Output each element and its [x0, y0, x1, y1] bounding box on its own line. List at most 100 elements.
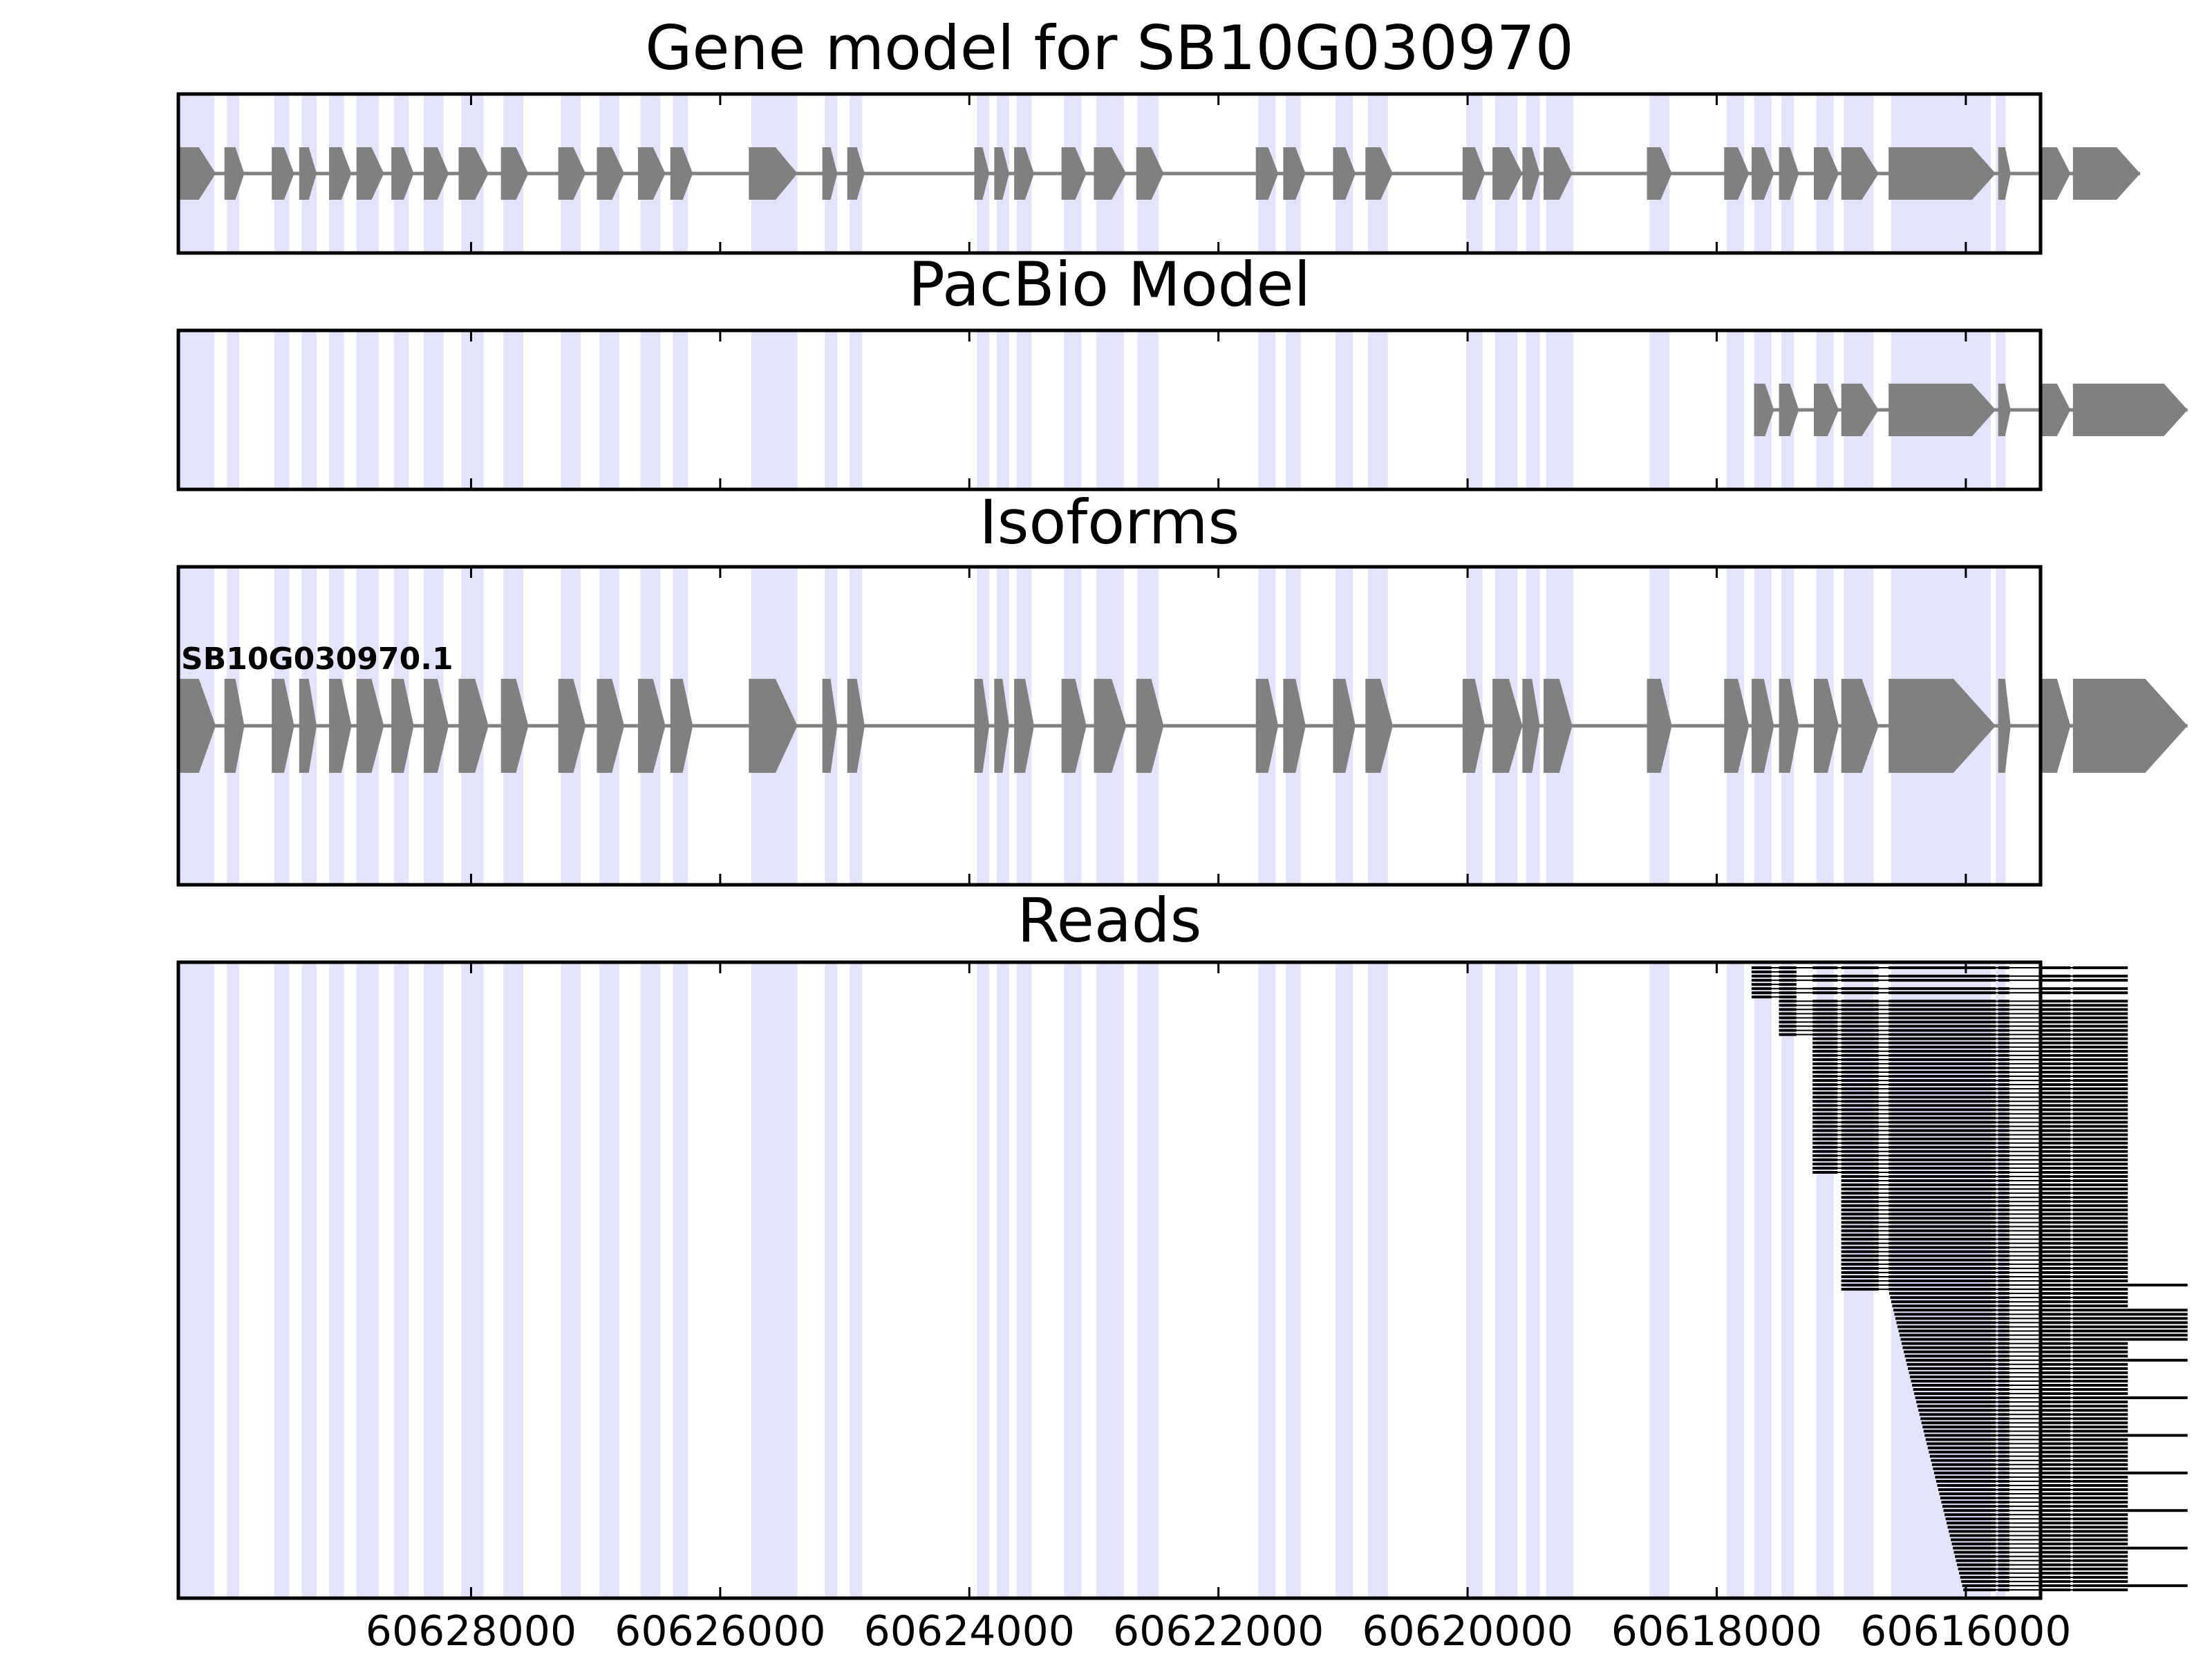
read-block: [1841, 1058, 1879, 1061]
exon-shade: [1649, 962, 1670, 1598]
exon-arrow: [1136, 147, 1164, 200]
read-block: [2041, 1497, 2071, 1500]
exon-shade: [1494, 330, 1518, 489]
read-block: [2041, 1483, 2071, 1487]
read-block: [2072, 1563, 2128, 1566]
read-block: [2041, 1388, 2071, 1391]
read-block: [2041, 1087, 2071, 1091]
read-block: [1998, 1254, 2009, 1257]
read-block: [1888, 1250, 1996, 1253]
read-block: [1888, 1229, 1996, 1232]
exon-arrow: [1841, 384, 1879, 436]
read-block: [1812, 1083, 1838, 1087]
exon-arrow: [1647, 147, 1672, 200]
read-block: [2041, 1463, 2071, 1466]
read-block: [2041, 1037, 2071, 1040]
read-block: [1900, 1338, 1996, 1341]
read-block: [1998, 1517, 2009, 1521]
read: [1961, 1580, 2128, 1583]
exon-shade: [850, 330, 863, 489]
read-block: [2041, 1066, 2071, 1069]
read-block: [2041, 1000, 2071, 1003]
read-block: [1888, 1150, 1996, 1153]
read: [1929, 1454, 2128, 1458]
read-block: [1893, 1309, 1996, 1312]
read-block: [1812, 1037, 1838, 1040]
read-block: [1962, 1584, 1996, 1587]
read-block: [1841, 1000, 1879, 1003]
exon-arrow: [1779, 679, 1799, 773]
read-block: [2072, 1062, 2128, 1065]
read-block: [2072, 1071, 2128, 1074]
read-block: [2072, 1116, 2128, 1120]
read-block: [2072, 1020, 2128, 1024]
read-block: [1888, 1183, 1996, 1187]
read-block: [2072, 1400, 2128, 1404]
read: [1906, 1358, 2188, 1362]
read-block: [2041, 1137, 2071, 1141]
read: [1909, 1371, 2128, 1374]
read: [1841, 1288, 2128, 1291]
read-block: [1940, 1497, 1996, 1500]
exon-arrow: [1333, 679, 1356, 773]
read-block: [2072, 1588, 2128, 1591]
read-block: [2041, 975, 2071, 978]
read-block: [2072, 1091, 2128, 1095]
read-block: [2072, 1479, 2128, 1483]
read-block: [1888, 1096, 1996, 1099]
read: [1812, 1162, 2128, 1165]
read-block: [1888, 1145, 1996, 1149]
exon-arrow: [847, 679, 865, 773]
read-block: [1812, 1096, 1838, 1099]
read-block: [2072, 1313, 2188, 1316]
exon-arrow: [1779, 384, 1799, 436]
read-block: [1998, 1183, 2009, 1187]
exon-arrow: [558, 147, 586, 200]
read-block: [1998, 1188, 2009, 1191]
exon-shade: [1285, 330, 1301, 489]
read-block: [1998, 1513, 2009, 1517]
read-block: [1812, 975, 1838, 978]
read-block: [1998, 1087, 2009, 1091]
read-block: [1841, 1029, 1879, 1032]
read-block: [1998, 1550, 2009, 1554]
exon-shade: [599, 962, 619, 1598]
read-block: [2041, 1488, 2071, 1491]
read-block: [2041, 1379, 2071, 1382]
read-block: [2041, 1550, 2071, 1554]
read: [1913, 1388, 2128, 1391]
read-block: [1888, 1154, 1996, 1157]
read-block: [2072, 1379, 2128, 1382]
exon-arrow: [458, 147, 489, 200]
read: [1812, 1071, 2128, 1074]
read-block: [1998, 1425, 2009, 1429]
read-block: [2072, 991, 2128, 995]
read-block: [1812, 1049, 1838, 1053]
read-block: [2041, 1275, 2071, 1278]
read-block: [1998, 1459, 2009, 1462]
read-block: [1998, 1062, 2009, 1065]
read-block: [2041, 1045, 2071, 1049]
read-block: [2072, 1246, 2128, 1249]
read-block: [2041, 1413, 2071, 1416]
read: [1953, 1546, 2188, 1550]
read-block: [2072, 1555, 2128, 1558]
isoform-label: SB10G030970.1: [181, 641, 453, 677]
read-block: [1888, 1188, 1996, 1191]
read-block: [1998, 1354, 2009, 1358]
read-block: [2072, 1567, 2128, 1571]
read: [1841, 1266, 2128, 1270]
read-block: [1841, 1262, 1879, 1266]
exon-shade: [301, 330, 317, 489]
read-block: [1841, 1258, 1879, 1262]
read-block: [1841, 1233, 1879, 1237]
read-block: [1998, 1292, 2009, 1295]
read-block: [1841, 966, 1879, 969]
read-block: [1888, 1125, 1996, 1128]
read: [1914, 1392, 2128, 1396]
read-block: [2072, 1016, 2128, 1020]
read-block: [2041, 1342, 2071, 1345]
exon-shade: [640, 330, 661, 489]
read-block: [1841, 1179, 1879, 1183]
panel-1: Gene model for SB10G030970: [176, 12, 2141, 255]
